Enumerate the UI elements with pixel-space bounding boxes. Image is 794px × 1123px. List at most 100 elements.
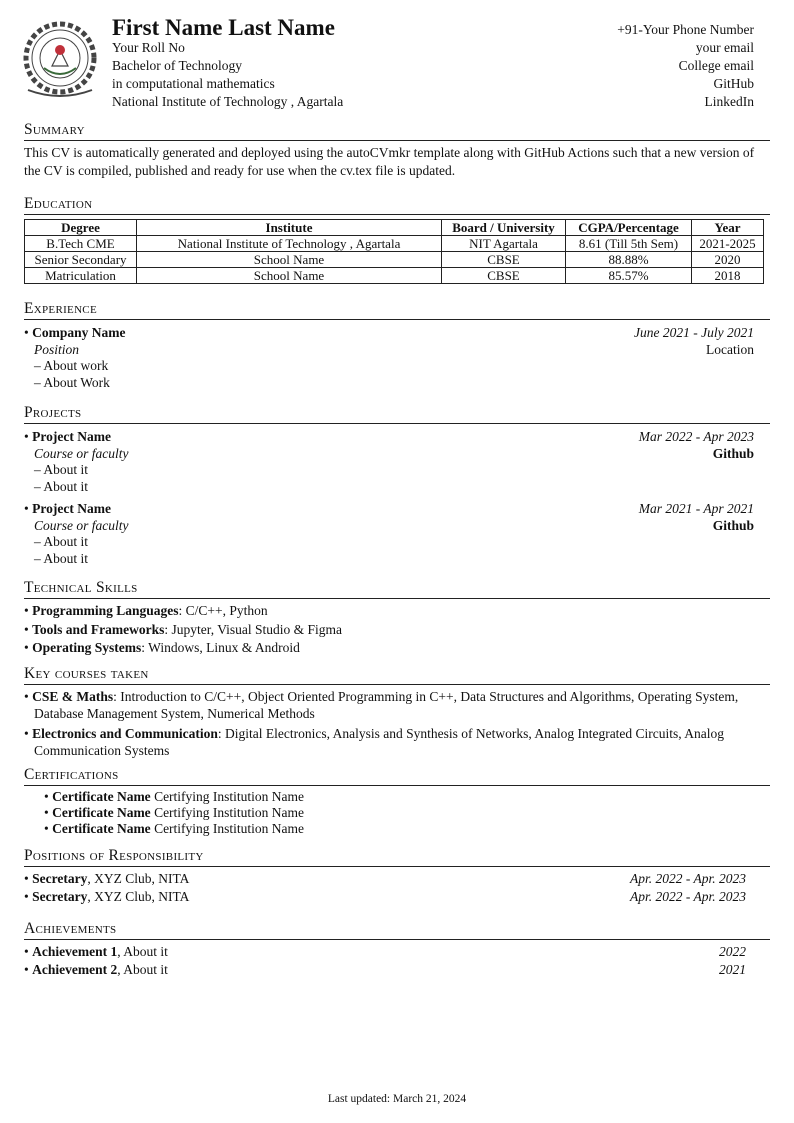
candidate-name: First Name Last Name bbox=[112, 15, 335, 40]
table-row: Senior Secondary School Name CBSE 88.88% 202… bbox=[24, 251, 764, 268]
cell: Senior Secondary bbox=[24, 251, 137, 268]
certifications-section: Certifications • Certificate Name Certif… bbox=[24, 766, 770, 837]
certificate-org: Certifying Institution Name bbox=[154, 805, 305, 820]
header-contact: +91-Your Phone Number your email College… bbox=[617, 21, 754, 111]
skill-item: • Tools and Frameworks: Jupyter, Visual … bbox=[24, 621, 343, 637]
email-link[interactable]: your email bbox=[695, 40, 754, 55]
cell: National Institute of Technology , Agart… bbox=[136, 235, 442, 252]
achievement-item: • Achievement 2, About it 2021 bbox=[24, 962, 746, 977]
phone: +91-Your Phone Number bbox=[617, 22, 754, 37]
achievement-text: , About it bbox=[117, 962, 168, 977]
project-name: Project Name bbox=[32, 501, 111, 516]
bullet-point: About Work bbox=[43, 374, 110, 390]
achievement-text: , About it bbox=[117, 944, 168, 959]
location: Location bbox=[706, 341, 754, 357]
section-heading: Achievements bbox=[24, 920, 770, 940]
section-heading: Positions of Responsibility bbox=[24, 847, 770, 867]
col-header: Institute bbox=[136, 219, 442, 236]
project-name: Project Name bbox=[32, 429, 111, 444]
dates: June 2021 - July 2021 bbox=[634, 325, 754, 340]
col-header: CGPA/Percentage bbox=[565, 219, 692, 236]
cell: 8.61 (Till 5th Sem) bbox=[565, 235, 692, 252]
dates: Apr. 2022 - Apr. 2023 bbox=[629, 871, 746, 886]
course-value: : Digital Electronics, Analysis and Synt… bbox=[34, 726, 725, 758]
bullet-point: About work bbox=[43, 358, 109, 373]
course-label: CSE & Maths bbox=[32, 689, 114, 704]
section-heading: Certifications bbox=[24, 766, 770, 786]
summary-text: This CV is automatically generated and d… bbox=[24, 145, 755, 178]
positions-section: Positions of Responsibility • Secretary,… bbox=[24, 847, 770, 906]
course-item: • Electronics and Communication: Digital… bbox=[24, 726, 725, 758]
courses-section: Key courses taken • CSE & Maths: Introdu… bbox=[24, 665, 770, 759]
skill-label: Operating Systems bbox=[32, 640, 142, 655]
section-heading: Summary bbox=[24, 121, 770, 141]
github-link[interactable]: Github bbox=[712, 517, 754, 533]
section-heading: Key courses taken bbox=[24, 665, 770, 685]
cell: 2018 bbox=[691, 267, 764, 284]
year: 2022 bbox=[719, 944, 746, 959]
cell: School Name bbox=[136, 267, 442, 284]
certificate-org: Certifying Institution Name bbox=[154, 821, 305, 836]
cell: 2021-2025 bbox=[691, 235, 764, 252]
achievement-name: Achievement 2 bbox=[32, 962, 118, 977]
skills-section: Technical Skills • Programming Languages… bbox=[24, 579, 770, 658]
skill-item: • Programming Languages: C/C++, Python bbox=[24, 603, 268, 618]
linkedin-link[interactable]: LinkedIn bbox=[704, 94, 755, 109]
experience-section: Experience • Company Name June 2021 - Jul… bbox=[24, 300, 770, 391]
cell: B.Tech CME bbox=[24, 235, 137, 252]
skill-value: : C/C++, Python bbox=[178, 603, 268, 618]
bullet-point: About it bbox=[43, 478, 89, 494]
experience-item: • Company Name June 2021 - July 2021 bbox=[24, 325, 754, 340]
certificate-item: • Certificate Name Certifying Institutio… bbox=[44, 789, 305, 804]
institute-logo bbox=[23, 21, 97, 97]
cell: NIT Agartala bbox=[441, 235, 566, 252]
summary-section: Summary This CV is automatically generat… bbox=[24, 121, 770, 180]
position: Position bbox=[34, 341, 80, 357]
skill-label: Tools and Frameworks bbox=[32, 621, 165, 637]
project-item: • Project Name Mar 2021 - Apr 2021 bbox=[24, 501, 754, 516]
role: Secretary bbox=[32, 889, 88, 904]
bullet-point: About it bbox=[43, 550, 89, 566]
course: Course or faculty bbox=[34, 517, 129, 533]
course: Course or faculty bbox=[34, 445, 129, 461]
achievement-name: Achievement 1 bbox=[32, 944, 118, 959]
year: 2021 bbox=[719, 962, 746, 977]
dates: Mar 2022 - Apr 2023 bbox=[638, 429, 754, 444]
role: Secretary bbox=[32, 871, 88, 886]
github-link[interactable]: Github bbox=[712, 445, 754, 461]
skill-value: : Windows, Linux & Android bbox=[141, 640, 300, 655]
dates: Apr. 2022 - Apr. 2023 bbox=[629, 889, 746, 904]
dates: Mar 2021 - Apr 2021 bbox=[638, 501, 754, 516]
org: , XYZ Club, NITA bbox=[87, 871, 190, 886]
course-value: : Introduction to C/C++, Object Oriented… bbox=[34, 689, 739, 721]
major: in computational mathematics bbox=[112, 76, 275, 91]
college-email-link[interactable]: College email bbox=[678, 58, 754, 73]
col-header: Board / University bbox=[441, 219, 566, 236]
institute: National Institute of Technology , Agart… bbox=[112, 94, 344, 109]
education-table: Degree Institute Board / University CGPA… bbox=[24, 219, 764, 284]
skill-item: • Operating Systems: Windows, Linux & An… bbox=[24, 640, 300, 655]
cell: 2020 bbox=[691, 251, 764, 268]
certificate-item: • Certificate Name Certifying Institutio… bbox=[44, 805, 305, 820]
section-heading: Education bbox=[24, 195, 770, 215]
achievement-item: • Achievement 1, About it 2022 bbox=[24, 944, 746, 959]
skill-label: Programming Languages bbox=[32, 603, 179, 618]
last-updated-footer: Last updated: March 21, 2024 bbox=[327, 1093, 467, 1105]
certificate-item: • Certificate Name Certifying Institutio… bbox=[44, 821, 305, 836]
position-item: • Secretary, XYZ Club, NITA Apr. 2022 - A… bbox=[24, 871, 746, 886]
bullet-point: About it bbox=[43, 534, 89, 549]
table-row: B.Tech CME National Institute of Technolo… bbox=[24, 235, 764, 252]
col-header: Degree bbox=[24, 219, 137, 236]
certificate-org: Certifying Institution Name bbox=[154, 789, 305, 804]
course-item: • CSE & Maths: Introduction to C/C++, Ob… bbox=[24, 689, 739, 721]
bullet-point: About it bbox=[43, 462, 89, 477]
certificate-name: Certificate Name bbox=[52, 789, 151, 804]
cell: School Name bbox=[136, 251, 442, 268]
cell: CBSE bbox=[441, 251, 566, 268]
table-header-row: Degree Institute Board / University CGPA… bbox=[24, 219, 764, 236]
certificate-name: Certificate Name bbox=[52, 805, 151, 820]
achievements-section: Achievements • Achievement 1, About it 20… bbox=[24, 920, 770, 979]
github-link[interactable]: GitHub bbox=[713, 76, 755, 91]
section-heading: Projects bbox=[24, 404, 770, 424]
section-heading: Experience bbox=[24, 300, 770, 320]
